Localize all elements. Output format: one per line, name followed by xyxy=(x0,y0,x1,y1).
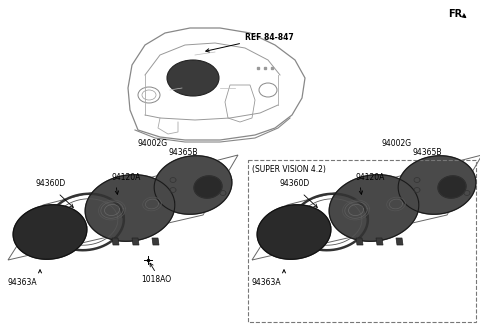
Text: 94365B: 94365B xyxy=(168,148,198,157)
Text: 1018AO: 1018AO xyxy=(141,275,171,284)
Ellipse shape xyxy=(167,60,219,96)
Text: 94363A: 94363A xyxy=(251,278,281,287)
Text: 94002G: 94002G xyxy=(382,139,412,148)
Polygon shape xyxy=(438,176,466,198)
Polygon shape xyxy=(356,238,363,245)
Polygon shape xyxy=(398,156,476,214)
Polygon shape xyxy=(154,156,232,214)
Text: 94002G: 94002G xyxy=(138,139,168,148)
Text: 94365B: 94365B xyxy=(412,148,442,157)
Polygon shape xyxy=(112,238,119,245)
Polygon shape xyxy=(194,176,222,198)
Polygon shape xyxy=(257,205,331,259)
Polygon shape xyxy=(13,205,87,259)
Text: 94120A: 94120A xyxy=(355,173,384,182)
Polygon shape xyxy=(396,238,403,245)
Bar xyxy=(248,160,476,322)
Text: 94363A: 94363A xyxy=(7,278,37,287)
Polygon shape xyxy=(152,238,159,245)
Polygon shape xyxy=(132,238,139,245)
Text: FR.: FR. xyxy=(448,9,466,19)
Text: (SUPER VISION 4.2): (SUPER VISION 4.2) xyxy=(252,165,326,174)
Polygon shape xyxy=(329,175,419,241)
Text: REF 84-847: REF 84-847 xyxy=(206,32,294,52)
Polygon shape xyxy=(85,175,175,241)
Text: 94360D: 94360D xyxy=(280,179,310,188)
Text: 94360D: 94360D xyxy=(36,179,66,188)
Text: 94120A: 94120A xyxy=(111,173,140,182)
Polygon shape xyxy=(376,238,383,245)
